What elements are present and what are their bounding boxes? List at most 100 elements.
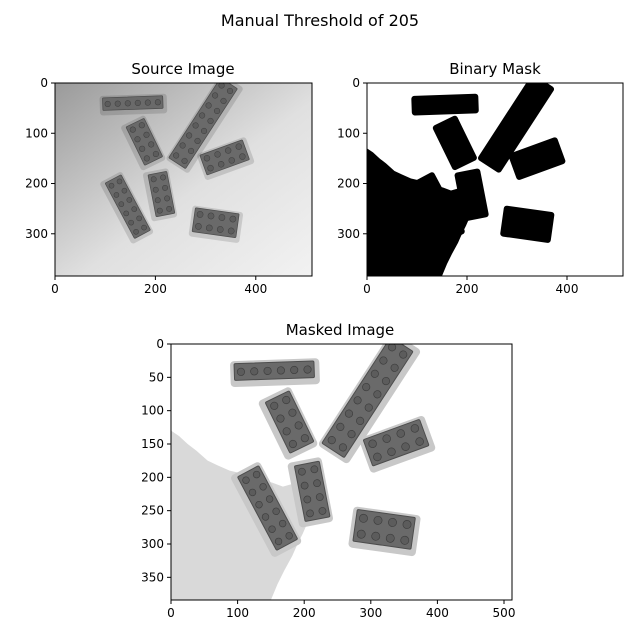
mask-shapes	[367, 83, 566, 276]
brick-stud	[353, 396, 362, 405]
source-bricks	[99, 83, 255, 244]
brick-stud	[382, 434, 391, 443]
brick-stud	[236, 367, 246, 376]
ticks-mask: 0 200 400 0 100 200 300	[337, 76, 578, 296]
brick-stud	[126, 197, 133, 203]
brick	[166, 83, 243, 173]
brick-stud	[228, 157, 235, 164]
mask-brick	[412, 172, 465, 244]
brick-stud	[212, 92, 219, 99]
brick-stud	[141, 224, 147, 231]
brick-stud	[196, 211, 204, 218]
brick-stud	[270, 401, 279, 410]
brick-stud	[138, 122, 145, 129]
brick-stud	[344, 409, 354, 418]
x-tick-label: 400	[556, 282, 579, 296]
brick-stud	[347, 430, 356, 439]
brick-stud	[294, 421, 303, 430]
brick-stud	[148, 141, 155, 148]
brick-stud	[336, 422, 345, 431]
y-tick-label: 350	[141, 570, 164, 584]
brick-stud	[373, 452, 382, 462]
brick-stud	[150, 176, 157, 183]
brick-stud	[415, 437, 424, 446]
y-tick-label: 200	[25, 177, 48, 191]
y-tick-label: 100	[141, 404, 164, 418]
brick-stud	[282, 427, 291, 436]
mask-brick	[454, 168, 489, 222]
brick-stud	[370, 369, 379, 378]
brick-stud	[362, 383, 371, 392]
brick-stud	[285, 532, 293, 540]
masked-brick	[287, 457, 333, 528]
mask-brick	[478, 83, 555, 173]
brick-stud	[213, 107, 221, 115]
brick-stud	[373, 515, 383, 525]
panel-masked-image: Masked Image 0 100 200 300 400 500 0 50 100 150 20…	[141, 321, 515, 620]
brick-stud	[226, 87, 234, 95]
panel-source-image: Source Image 0 200 400 0 100 200 300	[25, 60, 313, 296]
brick-stud	[368, 439, 377, 449]
brick-body	[414, 95, 475, 111]
brick-body	[459, 171, 487, 217]
panel-title-mask: Binary Mask	[449, 60, 541, 78]
masked-brick	[231, 462, 302, 557]
brick-stud	[288, 439, 297, 449]
brick-stud	[131, 206, 138, 212]
brick-stud	[200, 127, 208, 135]
brick-stud	[181, 157, 188, 165]
brick-stud	[114, 100, 121, 107]
brick	[188, 205, 244, 243]
y-tick-label: 300	[337, 227, 360, 241]
brick-stud	[385, 533, 395, 543]
panel-title-source: Source Image	[131, 60, 234, 78]
brick-body	[503, 207, 551, 238]
brick-stud	[152, 186, 159, 193]
brick-stud	[388, 517, 397, 527]
ticks-masked: 0 100 200 300 400 500 0 50 100 150 200 250 300 350	[141, 337, 515, 620]
brick-stud	[134, 99, 141, 106]
brick-stud	[255, 501, 263, 509]
brick-stud	[387, 447, 396, 457]
brick-stud	[173, 152, 180, 159]
x-tick-label: 0	[363, 282, 371, 296]
brick-stud	[224, 147, 232, 154]
y-tick-label: 300	[141, 537, 164, 551]
brick-stud	[242, 476, 250, 484]
brick-stud	[371, 531, 381, 541]
brick-stud	[303, 495, 312, 504]
brick-stud	[207, 212, 215, 220]
brick-stud	[128, 219, 134, 226]
brick-stud	[166, 205, 173, 212]
brick-stud	[399, 350, 408, 359]
brick-stud	[160, 174, 166, 181]
brick-stud	[315, 493, 324, 501]
x-tick-label: 0	[167, 606, 175, 620]
brick-body	[237, 465, 298, 551]
brick-stud	[250, 367, 259, 376]
brick-stud	[327, 436, 336, 445]
brick-stud	[195, 223, 202, 230]
brick-stud	[143, 155, 150, 162]
axes-frame-mask	[366, 82, 624, 277]
brick-stud	[306, 509, 314, 518]
brick-body	[147, 171, 176, 218]
brick-stud	[179, 142, 186, 149]
x-tick-label: 500	[493, 606, 516, 620]
brick-stud	[134, 136, 141, 143]
brick	[100, 172, 154, 244]
brick-stud	[239, 153, 246, 160]
brick-stud	[410, 424, 420, 433]
brick-stud	[217, 161, 225, 168]
brick-stud	[274, 537, 283, 546]
brick-stud	[154, 197, 161, 204]
x-tick-label: 200	[456, 282, 479, 296]
brick-stud	[373, 390, 382, 399]
y-tick-label: 100	[25, 126, 48, 140]
brick-stud	[396, 429, 406, 438]
brick-stud	[276, 366, 285, 375]
brick-body	[191, 207, 240, 238]
brick-stud	[186, 132, 193, 139]
masked-brick	[230, 358, 320, 388]
